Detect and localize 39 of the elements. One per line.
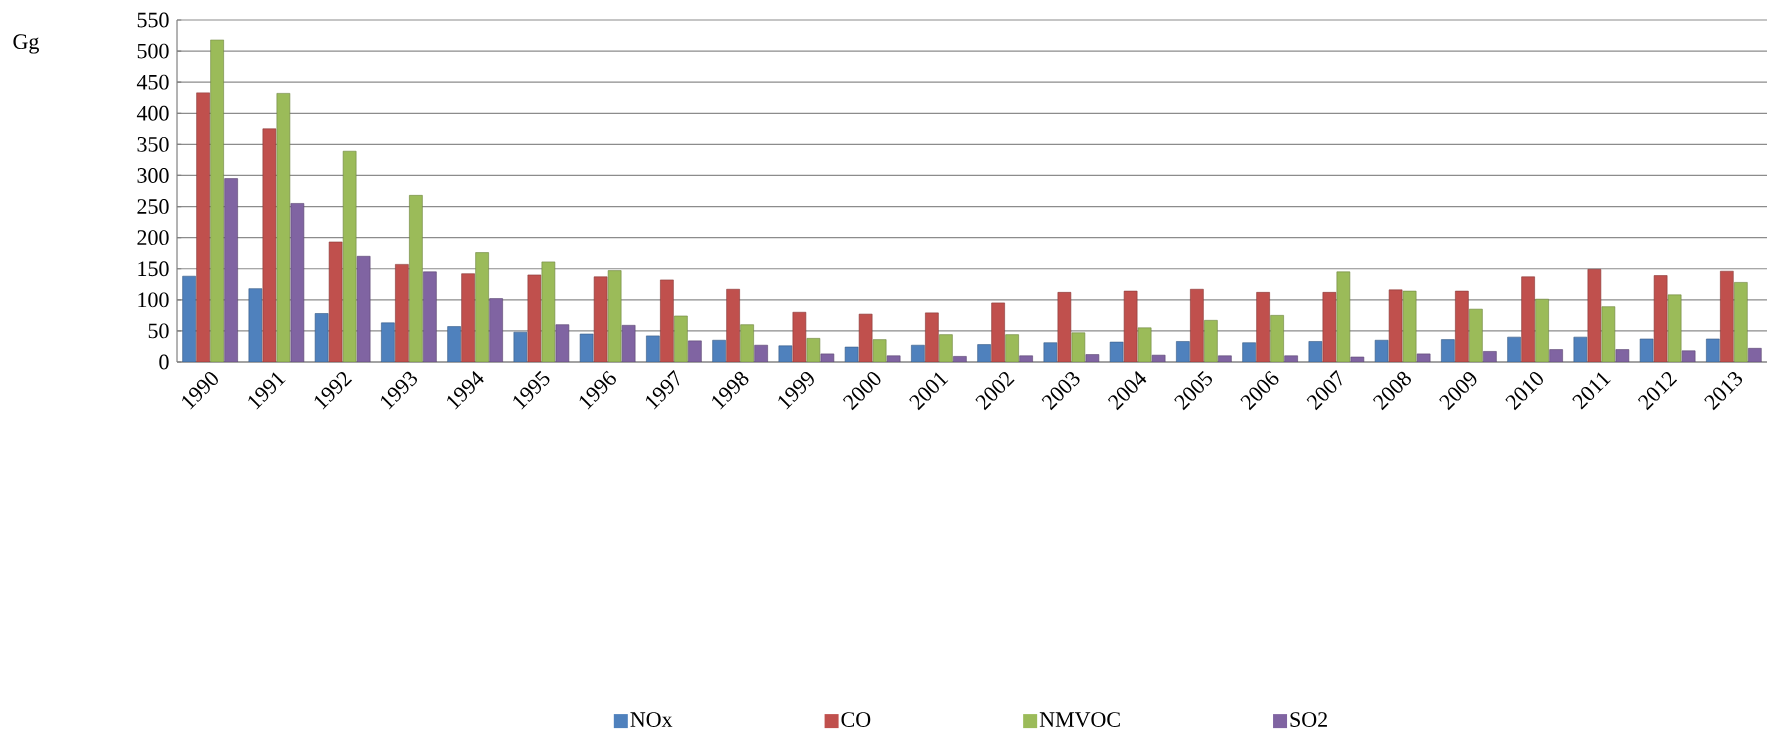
bar xyxy=(461,273,475,362)
x-tick-label: 1991 xyxy=(248,372,286,410)
bar xyxy=(726,288,740,362)
y-tick-label: 500 xyxy=(137,43,169,59)
bar xyxy=(1256,292,1270,362)
x-tick-label: 1999 xyxy=(778,372,814,410)
y-tick-label: 350 xyxy=(137,136,169,152)
bar xyxy=(423,271,437,362)
legend-label: NOx xyxy=(630,712,673,727)
bar xyxy=(1734,282,1748,362)
bar xyxy=(210,39,224,362)
bar xyxy=(1455,290,1469,362)
y-tick-label: 100 xyxy=(138,292,169,308)
bar xyxy=(660,279,674,362)
legend-label: NMVOC xyxy=(1039,712,1120,728)
bar xyxy=(381,322,395,362)
y-axis-title: Gg xyxy=(13,34,39,54)
bar xyxy=(475,252,489,362)
y-tick-label: 400 xyxy=(136,105,169,121)
y-tick-label: 250 xyxy=(137,199,169,214)
y-tick-label: 300 xyxy=(137,168,169,183)
y-tick-label: 50 xyxy=(148,323,169,339)
bar xyxy=(395,264,409,362)
bar xyxy=(489,298,503,362)
y-tick-label: 550 xyxy=(137,12,169,28)
bar xyxy=(1720,270,1734,362)
bar xyxy=(224,178,238,362)
legend-label: SO2 xyxy=(1290,712,1327,727)
bar xyxy=(409,195,423,362)
y-tick-label: 0 xyxy=(159,354,169,370)
bar xyxy=(196,92,210,362)
bar xyxy=(182,275,196,362)
bar xyxy=(1190,288,1204,362)
y-tick-label: 200 xyxy=(137,230,169,246)
y-tick-label: 450 xyxy=(136,74,169,90)
y-tick-label: 150 xyxy=(138,261,169,277)
legend-label: CO xyxy=(841,712,871,727)
bar xyxy=(1535,298,1549,362)
bar xyxy=(1521,276,1535,362)
